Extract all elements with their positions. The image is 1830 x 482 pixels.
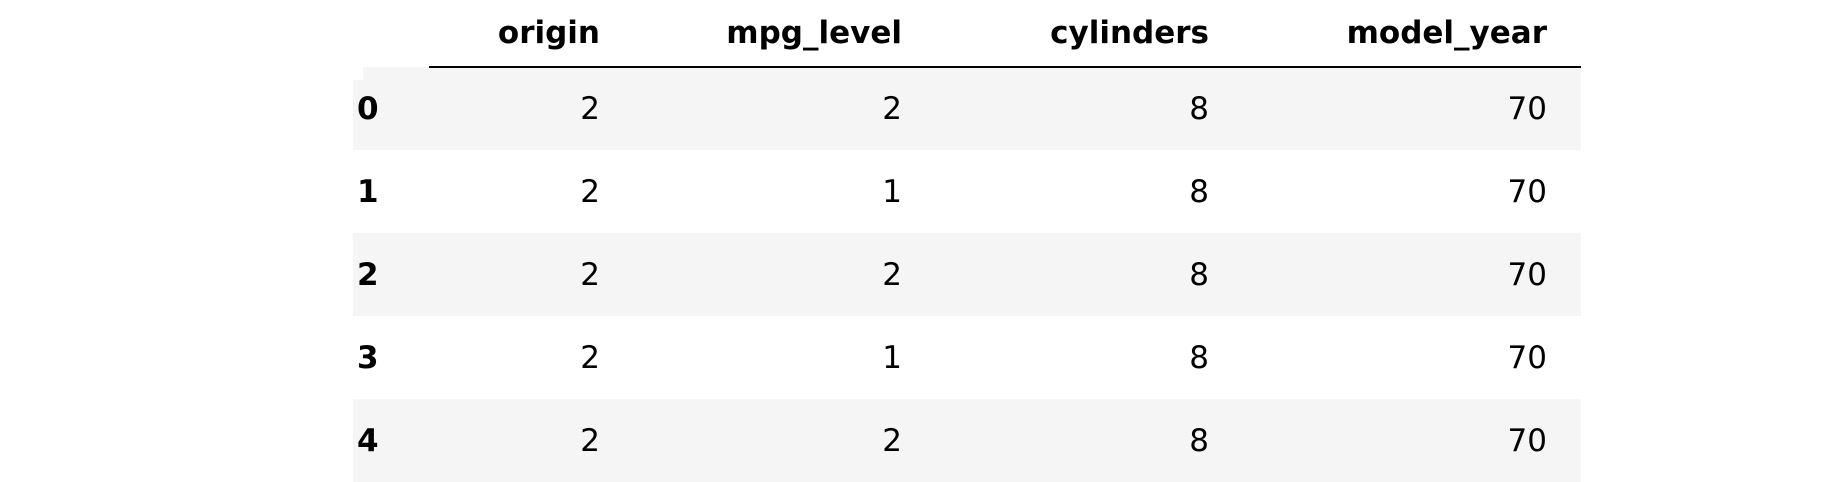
cell-origin: 2 [580,173,600,210]
cell-model-year: 70 [1507,91,1547,127]
cell-cylinders: 8 [1189,422,1209,459]
row-index: 2 [357,256,379,293]
cell-mpg-level: 1 [882,339,902,376]
cell-cylinders: 8 [1189,91,1209,127]
cell-origin: 2 [580,422,600,459]
cell-mpg-level: 2 [882,91,902,127]
cell-mpg-level: 2 [882,422,902,459]
column-header-mpg-level: mpg_level [634,0,936,68]
cell-origin: 2 [580,256,600,293]
column-header-model-year: model_year [1243,0,1581,68]
cell-model-year: 70 [1507,422,1547,459]
header-rule-gap [353,0,363,80]
cell-cylinders: 8 [1189,339,1209,376]
cell-model-year: 70 [1507,256,1547,293]
cell-mpg-level: 2 [882,256,902,293]
index-header [353,0,429,67]
column-header-origin: origin [429,0,634,68]
table-row: 4 2 2 8 70 [353,399,1581,482]
row-index: 4 [357,422,379,459]
cell-model-year: 70 [1507,173,1547,210]
table-row: 2 2 2 8 70 [353,233,1581,316]
table-row: 3 2 1 8 70 [353,316,1581,399]
row-index: 1 [357,173,379,210]
cell-cylinders: 8 [1189,256,1209,293]
table-row: 1 2 1 8 70 [353,150,1581,233]
dataframe-container: origin mpg_level cylinders model_year 0 … [353,0,1581,482]
cell-origin: 2 [580,91,600,127]
cell-model-year: 70 [1507,339,1547,376]
cell-cylinders: 8 [1189,173,1209,210]
row-index: 0 [357,90,379,127]
cell-mpg-level: 1 [882,173,902,210]
column-header-cylinders: cylinders [936,0,1243,68]
row-index: 3 [357,339,379,376]
cell-origin: 2 [580,339,600,376]
header-row: origin mpg_level cylinders model_year [353,0,1581,68]
dataframe-table: origin mpg_level cylinders model_year 0 … [353,0,1581,482]
table-row: 0 2 2 8 70 [353,67,1581,150]
